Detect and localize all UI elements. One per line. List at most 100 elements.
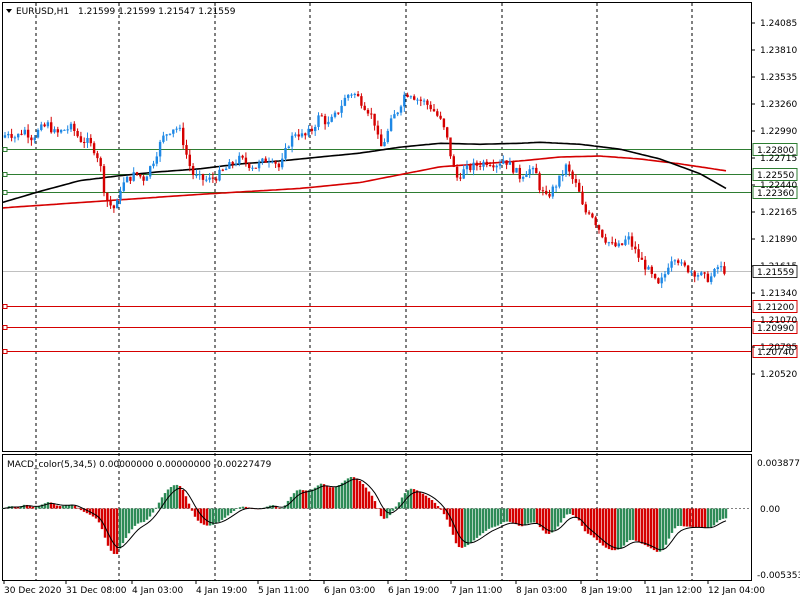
macd-bar xyxy=(487,508,491,529)
candle-body xyxy=(116,200,119,209)
candle-body xyxy=(634,246,637,250)
price-tick-label: 1.23810 xyxy=(760,46,797,56)
macd-bar xyxy=(157,502,161,509)
candle-body xyxy=(168,133,172,135)
candle-body xyxy=(257,162,261,169)
macd-bar xyxy=(676,508,680,526)
macd-bar xyxy=(178,486,182,509)
candle-body xyxy=(607,242,611,244)
candle-body xyxy=(224,168,228,171)
macd-bar xyxy=(28,505,32,509)
candle-body xyxy=(571,171,574,180)
macd-bar xyxy=(712,508,716,526)
macd-bar xyxy=(73,505,77,509)
macd-bar xyxy=(697,508,701,528)
triangle-down-icon[interactable] xyxy=(6,9,12,13)
candle-body xyxy=(244,157,248,164)
macd-bar xyxy=(616,508,620,550)
candle-body xyxy=(531,167,535,170)
main-panel-frame xyxy=(2,2,752,452)
macd-bar xyxy=(238,507,242,509)
candle-body xyxy=(686,265,690,273)
candle-body xyxy=(578,182,581,192)
macd-bar xyxy=(496,508,500,526)
macd-bar xyxy=(373,501,377,509)
macd-bar xyxy=(61,505,65,509)
level-label-box xyxy=(752,186,798,199)
macd-bar xyxy=(136,508,140,524)
candle-body xyxy=(713,268,716,277)
macd-bar xyxy=(475,508,479,538)
candle-body xyxy=(356,93,360,97)
macd-bar xyxy=(160,497,164,509)
candle-body xyxy=(584,204,587,213)
macd-bar xyxy=(193,508,197,517)
candle-body xyxy=(274,161,277,164)
macd-bar xyxy=(640,508,644,544)
level-handle[interactable] xyxy=(2,190,8,195)
macd-bar xyxy=(472,508,476,541)
macd-bar xyxy=(118,508,122,549)
macd-bar xyxy=(154,507,158,509)
macd-bar xyxy=(352,477,356,509)
macd-bar xyxy=(202,508,206,525)
candle-body xyxy=(3,135,7,138)
candle-body xyxy=(630,236,634,247)
candle-body xyxy=(548,193,551,197)
macd-bar xyxy=(214,508,218,524)
candle-body xyxy=(251,167,254,169)
candle-body xyxy=(287,146,290,148)
level-handle[interactable] xyxy=(2,304,8,309)
candle-body xyxy=(462,169,465,179)
candle-body xyxy=(366,109,370,114)
candle-body xyxy=(554,186,558,188)
macd-bar xyxy=(25,504,29,509)
macd-bar xyxy=(709,508,713,528)
macd-bar xyxy=(34,506,38,509)
macd-bar xyxy=(43,503,47,509)
candle-body xyxy=(485,161,488,165)
macd-bar xyxy=(430,500,434,509)
candle-body xyxy=(380,134,383,147)
candle-body xyxy=(710,276,713,282)
level-handle[interactable] xyxy=(2,172,8,177)
candle-body xyxy=(512,161,515,173)
macd-indicator-label: MACD_color(5,34,5) 0.00000000 0.00000000… xyxy=(7,460,272,470)
macd-bar xyxy=(604,508,608,548)
macd-bar xyxy=(529,508,533,523)
candle-body xyxy=(86,137,89,143)
macd-bar xyxy=(97,508,101,523)
macd-bar xyxy=(424,495,428,509)
candle-body xyxy=(53,129,56,133)
candle-body xyxy=(426,100,429,105)
level-handle[interactable] xyxy=(2,147,8,152)
level-label-box xyxy=(752,143,798,156)
macd-bar xyxy=(121,508,125,544)
candle-body xyxy=(521,176,525,179)
price-tick-label: 1.23535 xyxy=(760,73,797,83)
macd-bar xyxy=(361,484,365,509)
candle-body xyxy=(46,122,50,127)
macd-bar xyxy=(13,506,17,509)
macd-bar xyxy=(133,508,137,526)
candle-body xyxy=(327,121,330,125)
level-handle[interactable] xyxy=(2,349,8,354)
level-handle[interactable] xyxy=(2,325,8,330)
candle-body xyxy=(719,266,723,268)
price-tick-label: 1.22715 xyxy=(760,154,797,164)
candle-body xyxy=(125,176,129,183)
candle-body xyxy=(419,99,422,101)
macd-bar xyxy=(469,508,473,543)
macd-bar xyxy=(649,508,653,549)
horizontal-levels[interactable]: 1.22800 1.22550 1.22360 1.21200 1.20990 1.207… xyxy=(2,143,798,359)
macd-bar xyxy=(550,508,554,533)
candle-body xyxy=(446,127,449,138)
macd-bar xyxy=(562,508,566,519)
candle-body xyxy=(393,114,396,119)
macd-bar xyxy=(49,502,53,509)
candle-body xyxy=(191,166,195,176)
candle-body xyxy=(518,167,521,179)
macd-bar xyxy=(655,508,659,552)
candle-body xyxy=(205,179,208,181)
